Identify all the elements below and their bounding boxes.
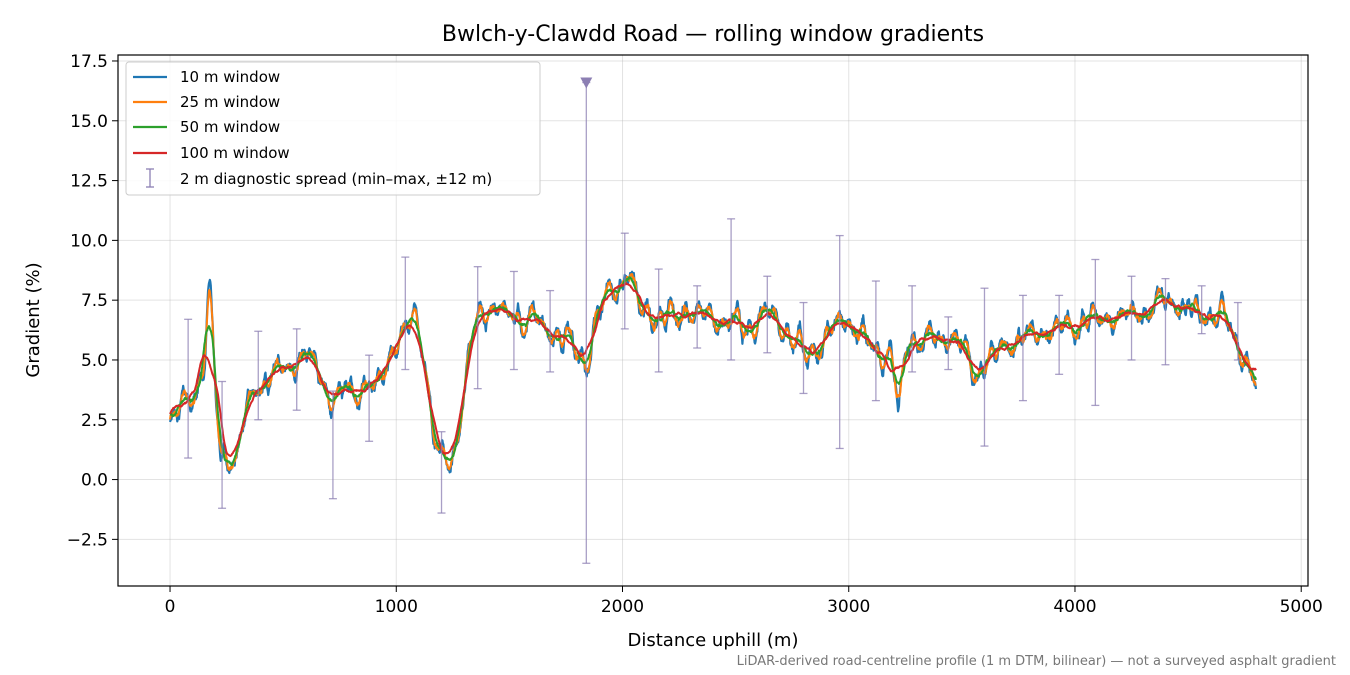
legend-box bbox=[125, 61, 541, 196]
legend-label-50m: 50 m window bbox=[180, 118, 280, 136]
spread-errorbar bbox=[184, 318, 193, 459]
spread-errorbar bbox=[218, 380, 227, 509]
spread-errorbar bbox=[654, 268, 663, 373]
y-tick-label: 12.5 bbox=[70, 172, 108, 192]
spread-errorbar bbox=[1197, 285, 1206, 335]
spread-errorbar bbox=[908, 285, 917, 373]
y-tick-label: 0.0 bbox=[81, 471, 108, 491]
grid bbox=[118, 55, 1308, 586]
spread-errorbar bbox=[620, 232, 629, 330]
y-tick-label: 17.5 bbox=[70, 52, 108, 72]
spread-errorbar bbox=[401, 256, 410, 371]
spread-errorbar bbox=[1091, 258, 1100, 407]
x-tick-label: 0 bbox=[165, 597, 176, 617]
spread-errorbar bbox=[1233, 301, 1242, 361]
spread-errorbar bbox=[980, 287, 989, 447]
y-tick-label: −2.5 bbox=[67, 530, 108, 550]
spread-errorbar bbox=[328, 390, 337, 500]
y-tick-label: 7.5 bbox=[81, 291, 108, 311]
legend-label-spread: 2 m diagnostic spread (min–max, ±12 m) bbox=[180, 170, 492, 188]
spread-errorbar bbox=[365, 354, 374, 442]
y-tick-label: 2.5 bbox=[81, 411, 108, 431]
x-tick-label: 1000 bbox=[375, 597, 418, 617]
y-axis-label: Gradient (%) bbox=[23, 262, 44, 377]
legend-label-10m: 10 m window bbox=[180, 68, 280, 86]
spread-errorbar bbox=[509, 270, 518, 371]
legend-label-100m: 100 m window bbox=[180, 144, 290, 162]
spread-errorbar bbox=[1055, 294, 1064, 375]
spread-errorbar bbox=[835, 234, 844, 450]
spread-layer bbox=[184, 77, 1242, 564]
spread-errorbar bbox=[292, 328, 301, 411]
x-tick-label: 2000 bbox=[601, 597, 644, 617]
x-tick-label: 3000 bbox=[827, 597, 870, 617]
x-tick-label: 5000 bbox=[1280, 597, 1323, 617]
spread-errorbar bbox=[944, 316, 953, 371]
spread-max-marker bbox=[580, 77, 593, 89]
spread-errorbar bbox=[799, 301, 808, 395]
spread-errorbar bbox=[546, 289, 555, 373]
spread-errorbar bbox=[1161, 277, 1170, 366]
spread-errorbar bbox=[437, 431, 446, 514]
spread-errorbar bbox=[254, 330, 263, 421]
legend-spread-marker bbox=[146, 168, 154, 188]
spread-errorbar bbox=[763, 275, 772, 354]
y-tick-label: 5.0 bbox=[81, 351, 108, 371]
footnote: LiDAR-derived road-centreline profile (1… bbox=[737, 654, 1336, 669]
y-tick-label: 15.0 bbox=[70, 112, 108, 132]
series-line-100m bbox=[169, 282, 1257, 458]
spread-errorbar bbox=[871, 280, 880, 402]
spread-errorbar bbox=[473, 266, 482, 390]
spread-errorbar bbox=[1018, 294, 1027, 402]
axis-ticks: 0 1000 2000 3000 4000 5000 −2.5 0.0 2.5 5.0 7.5 10.… bbox=[67, 52, 1323, 617]
series-layer bbox=[168, 270, 1258, 475]
spread-errorbar bbox=[1127, 275, 1136, 361]
plot-frame bbox=[117, 54, 1309, 587]
x-tick-label: 4000 bbox=[1053, 597, 1096, 617]
x-axis-label: Distance uphill (m) bbox=[628, 630, 799, 651]
chart-title: Bwlch-y-Clawdd Road — rolling window gra… bbox=[442, 22, 984, 47]
spread-errorbar bbox=[727, 218, 736, 361]
spread-errorbar bbox=[693, 285, 702, 349]
y-tick-label: 10.0 bbox=[70, 231, 108, 251]
legend: 10 m window 25 m window 50 m window 100 … bbox=[125, 61, 541, 196]
legend-label-25m: 25 m window bbox=[180, 93, 280, 111]
